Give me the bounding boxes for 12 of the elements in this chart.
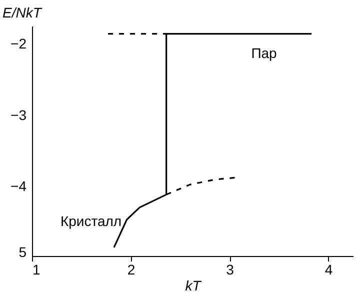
- x-tick-label: 3: [226, 262, 234, 278]
- x-axis-title: kT: [185, 278, 202, 294]
- y-tick-label: −3: [10, 106, 27, 123]
- y-tick-label: 5: [18, 244, 27, 260]
- x-tick-label: 1: [32, 262, 40, 278]
- y-axis-title: E/NkT: [2, 4, 43, 20]
- x-tick-label: 4: [324, 262, 333, 278]
- y-tick-label: −2: [10, 35, 27, 52]
- x-tick-label: 2: [127, 262, 136, 278]
- annotation: Кристалл: [60, 213, 122, 229]
- y-tick-label: −4: [10, 178, 27, 194]
- annotation: Пар: [251, 45, 278, 61]
